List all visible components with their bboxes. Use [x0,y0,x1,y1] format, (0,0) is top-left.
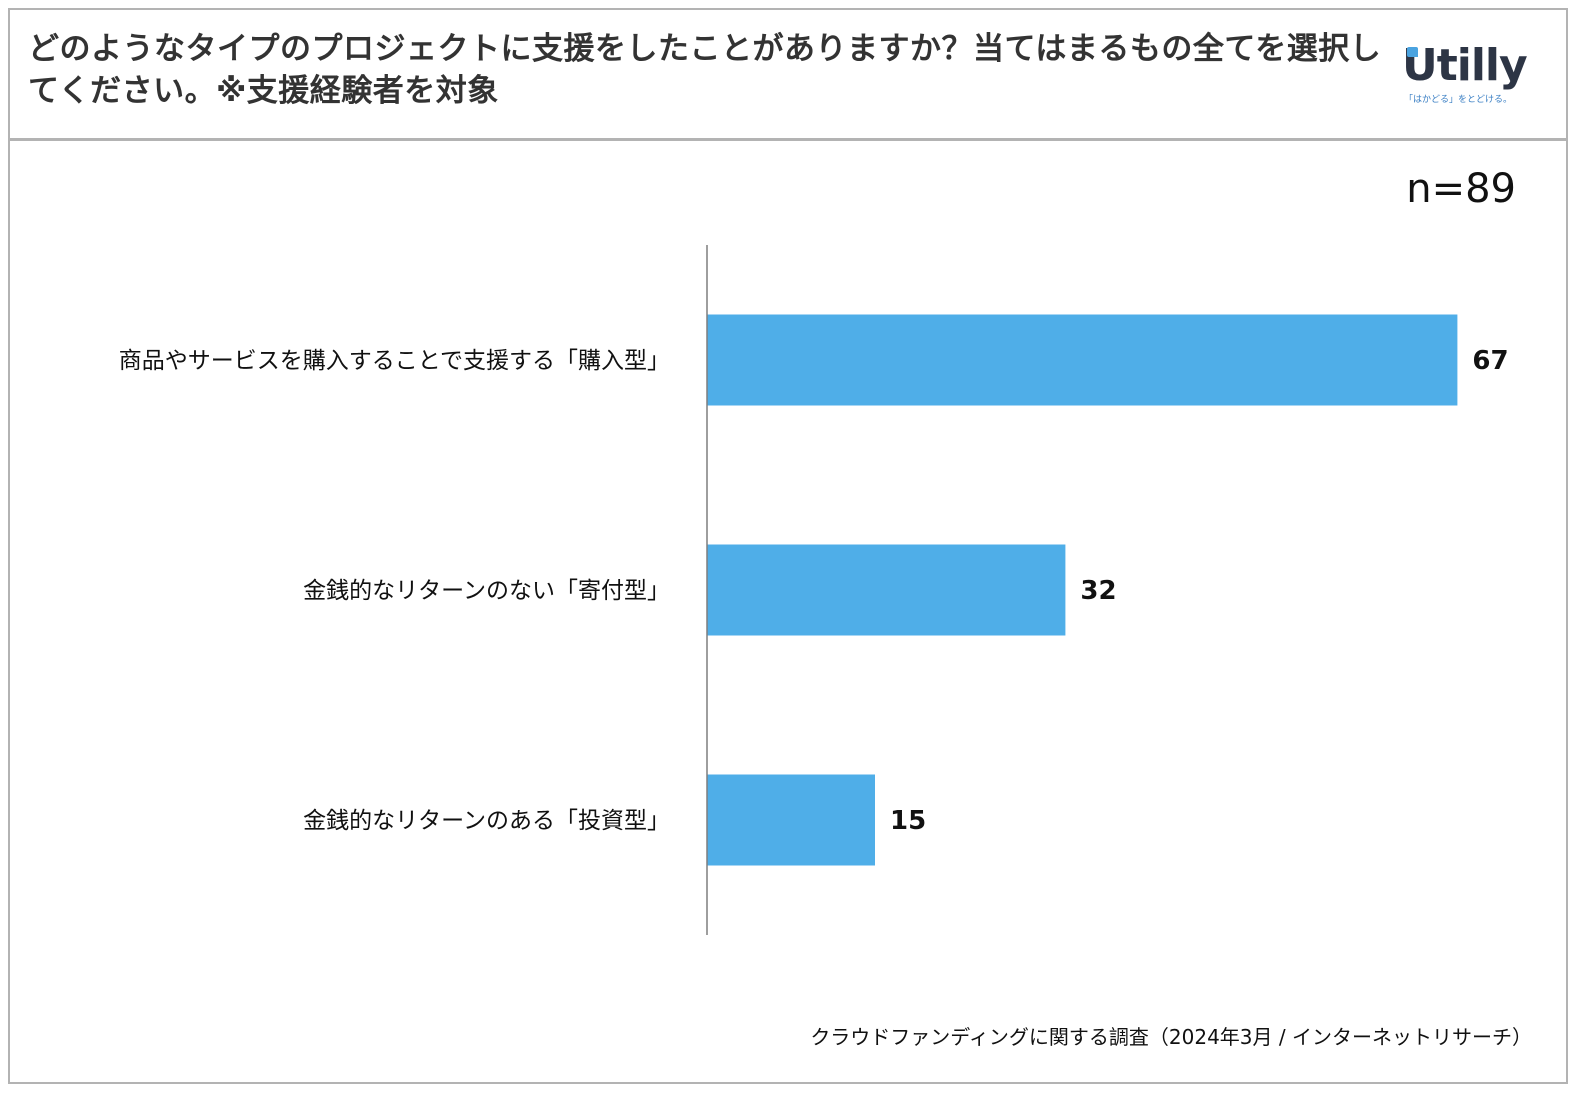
logo-accent-icon [1407,47,1418,57]
bar-1 [707,544,1066,636]
bar-0 [707,314,1458,406]
value-label-1: 32 [1080,576,1116,606]
bars-layer: 67 商品やサービスを購入することで支援する「購入型」 32 金銭的なリターンのない「… [119,314,1509,866]
category-label-2: 金銭的なリターンのある「投資型」 [303,808,670,834]
logo-wordmark: Utilly [1402,40,1528,91]
utilly-logo: Utilly 「はかどる」をとどける。 [1402,40,1542,110]
value-label-0: 67 [1472,346,1508,376]
value-label-2: 15 [890,806,926,836]
category-label-0: 商品やサービスを購入することで支援する「購入型」 [119,348,670,374]
sample-size-label: n=89 [1406,166,1516,212]
header-panel [8,8,1568,141]
source-note: クラウドファンディングに関する調査（2024年3月 / インターネットリサーチ） [810,1025,1532,1049]
logo-tagline: 「はかどる」をとどける。 [1404,95,1513,105]
bar-2 [707,774,875,866]
chart-title: どのようなタイプのプロジェクトに支援をしたことがありますか？当てはまるもの全てを… [28,31,1382,109]
category-label-1: 金銭的なリターンのない「寄付型」 [303,578,670,604]
